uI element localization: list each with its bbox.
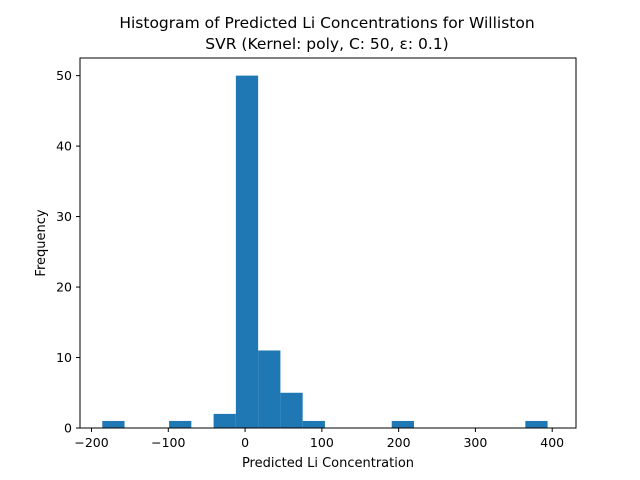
y-tick-label: 40 bbox=[56, 139, 72, 154]
histogram-bar bbox=[169, 420, 192, 428]
histogram-bar bbox=[213, 413, 236, 428]
histogram-bar bbox=[235, 75, 259, 428]
histogram-bar bbox=[302, 420, 325, 428]
histogram-bar bbox=[102, 420, 125, 428]
x-tick-label: −200 bbox=[74, 435, 108, 450]
bars-group bbox=[102, 75, 548, 428]
y-tick-label: 30 bbox=[56, 209, 72, 224]
y-tick-label: 0 bbox=[64, 421, 72, 436]
y-tick-label: 10 bbox=[56, 350, 72, 365]
x-tick-label: 200 bbox=[387, 435, 411, 450]
y-axis-ticks: 0 10 20 30 40 50 bbox=[56, 68, 80, 436]
x-axis-ticks: −200 −100 0 100 200 300 400 bbox=[74, 428, 564, 450]
y-tick-label: 20 bbox=[56, 280, 72, 295]
histogram-bar bbox=[391, 420, 414, 428]
x-tick-label: 100 bbox=[310, 435, 334, 450]
y-axis-label: Frequency bbox=[34, 209, 49, 276]
y-tick-label: 50 bbox=[56, 68, 72, 83]
x-tick-label: 0 bbox=[241, 435, 249, 450]
x-tick-label: 400 bbox=[540, 435, 564, 450]
x-tick-label: 300 bbox=[463, 435, 487, 450]
chart-title: Histogram of Predicted Li Concentrations… bbox=[119, 14, 534, 32]
chart-subtitle: SVR (Kernel: poly, C: 50, ε: 0.1) bbox=[205, 35, 448, 53]
plot-frame bbox=[79, 57, 577, 429]
histogram-bar bbox=[525, 420, 548, 428]
x-tick-label: −100 bbox=[151, 435, 185, 450]
histogram-bar bbox=[258, 350, 281, 428]
histogram-bar bbox=[280, 392, 303, 428]
x-axis-label: Predicted Li Concentration bbox=[242, 456, 414, 471]
